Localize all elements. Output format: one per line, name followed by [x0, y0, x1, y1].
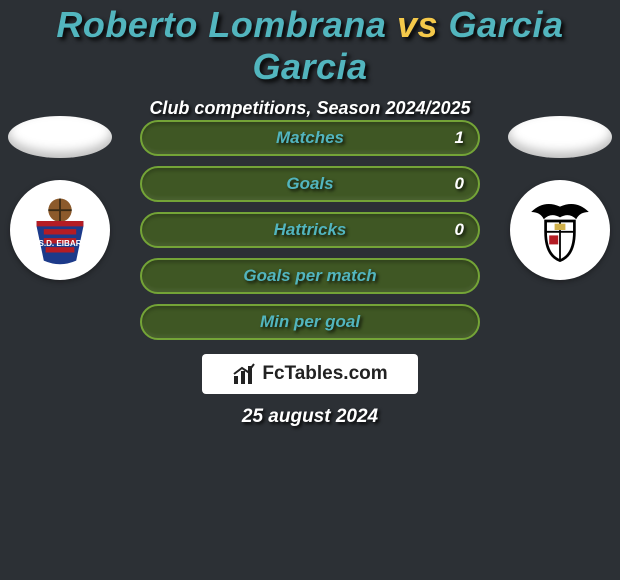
stat-bar: Min per goal: [140, 304, 480, 340]
stat-bar: Goals per match: [140, 258, 480, 294]
stat-label: Goals per match: [243, 266, 376, 286]
stat-value-right: 0: [455, 214, 464, 246]
branding-logo: FcTables.com: [202, 354, 418, 394]
club-badge-left-icon: S.D. EIBAR: [24, 194, 96, 266]
stat-label: Hattricks: [274, 220, 347, 240]
comparison-card: Roberto Lombrana vs Garcia Garcia Club c…: [0, 0, 620, 580]
avatar-placeholder-left: [8, 116, 112, 158]
svg-text:S.D. EIBAR: S.D. EIBAR: [38, 239, 81, 248]
stat-bar: Matches 1: [140, 120, 480, 156]
club-badge-right: [510, 180, 610, 280]
stat-label: Goals: [286, 174, 333, 194]
stat-label: Matches: [276, 128, 344, 148]
branding-text: FcTables.com: [262, 363, 387, 385]
title-vs: vs: [397, 4, 438, 45]
stat-value-right: 1: [455, 122, 464, 154]
page-title: Roberto Lombrana vs Garcia Garcia: [0, 0, 620, 88]
snapshot-date: 25 august 2024: [0, 406, 620, 428]
avatar-placeholder-right: [508, 116, 612, 158]
title-player1: Roberto Lombrana: [56, 4, 386, 45]
stat-value-right: 0: [455, 168, 464, 200]
stat-label: Min per goal: [260, 312, 360, 332]
player-right-column: [500, 116, 620, 280]
stat-bar: Goals 0: [140, 166, 480, 202]
chart-icon: [232, 362, 256, 386]
stat-bar: Hattricks 0: [140, 212, 480, 248]
stat-bars: Matches 1 Goals 0 Hattricks 0 Goals per match M…: [140, 120, 480, 350]
player-left-column: S.D. EIBAR: [0, 116, 120, 280]
club-badge-left: S.D. EIBAR: [10, 180, 110, 280]
club-badge-right-icon: [524, 194, 596, 266]
